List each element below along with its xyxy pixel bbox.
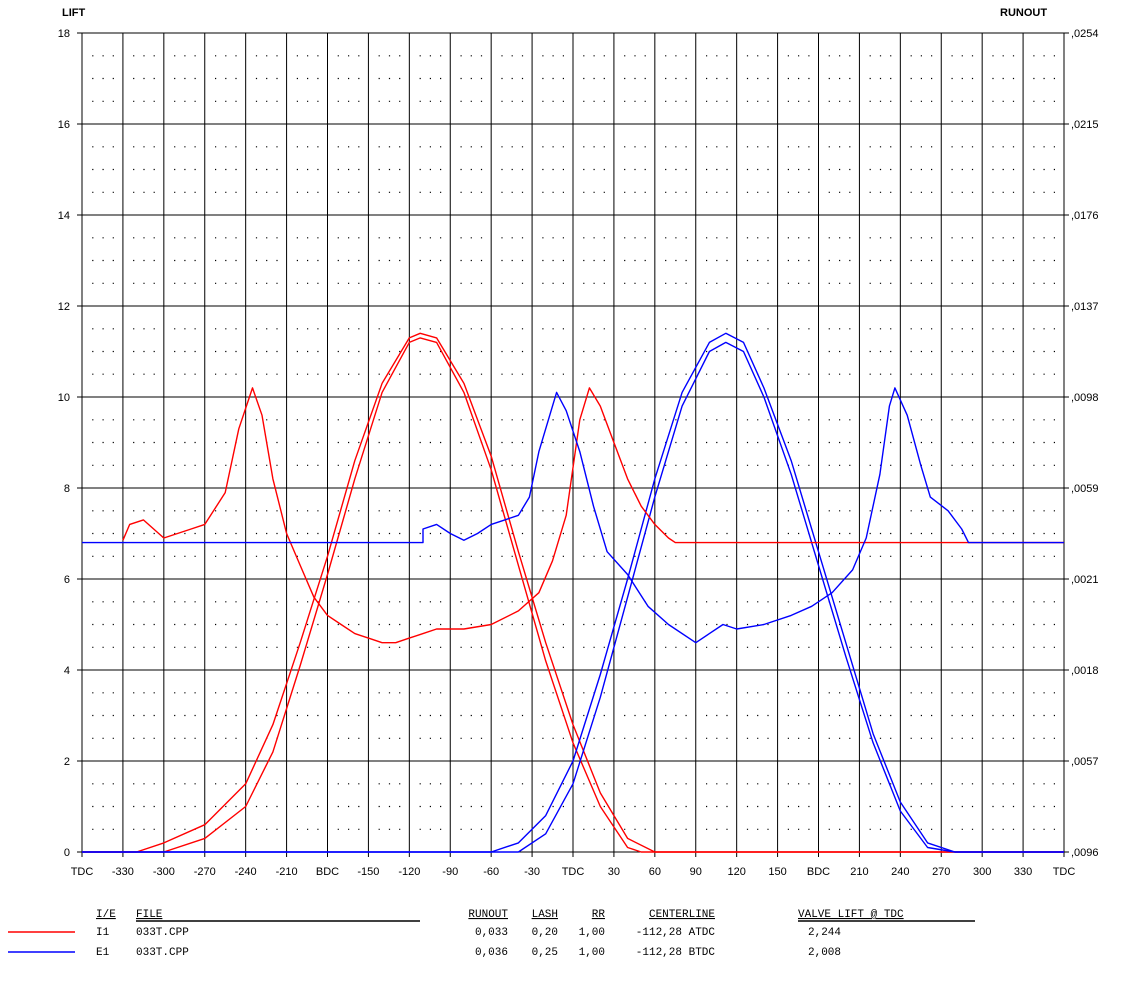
legend-header-lash: LASH [532,909,558,921]
x-tick-label: -30 [524,866,540,878]
left-axis-title: LIFT [62,7,85,19]
series-line-e1-lift [82,341,1064,853]
grid [77,32,1069,857]
minor-grid-dots [92,55,1055,830]
x-tick-label: -210 [276,866,298,878]
x-tick-label: 120 [727,866,745,878]
x-tick-label: 210 [850,866,868,878]
series-line-i1-lift [82,337,1064,853]
y-tick-label-left: 14 [58,210,70,222]
x-tick-label: -240 [235,866,257,878]
x-tick-label: BDC [807,866,830,878]
y-tick-label-right: ,0096 [1071,847,1099,859]
y-tick-label-left: 6 [64,574,70,586]
series-line-i1-lift [82,332,1064,853]
y-tick-label-left: 12 [58,301,70,313]
legend-cell-lash: 0,20 [532,927,558,939]
y-tick-label-right: ,0021 [1071,574,1099,586]
x-tick-label: TDC [1053,866,1076,878]
x-tick-label: 90 [690,866,702,878]
legend-cell-runout: 0,033 [475,927,508,939]
legend-cell-valve-lift: 2,244 [808,927,841,939]
legend-cell-valve-lift: 2,008 [808,947,841,959]
x-tick-label: 30 [608,866,620,878]
x-tick-label: -330 [112,866,134,878]
x-tick-label: 60 [649,866,661,878]
x-tick-label: 240 [891,866,909,878]
legend-cell-rr: 1,00 [579,927,605,939]
legend-cell-rr: 1,00 [579,947,605,959]
x-tick-label: -60 [483,866,499,878]
legend-cell-lash: 0,25 [532,947,558,959]
x-tick-label: 330 [1014,866,1032,878]
series-group [82,332,1064,853]
y-tick-label-right: ,0057 [1071,756,1099,768]
series-line-e1-runout [82,387,1064,644]
legend-header-valve-lift: VALVE LIFT @ TDC [798,909,904,921]
legend-header-runout: RUNOUT [468,909,508,921]
x-tick-label: -150 [357,866,379,878]
legend-cell-ie: I1 [96,927,110,939]
legend-cell-file: 033T.CPP [136,947,189,959]
legend-header-ie: I/E [96,909,116,921]
y-tick-label-left: 10 [58,392,70,404]
legend-cell-runout: 0,036 [475,947,508,959]
legend-cell-file: 033T.CPP [136,927,189,939]
legend-header-file: FILE [136,909,163,921]
legend-header-centerline: CENTERLINE [649,909,715,921]
legend-header-rr: RR [592,909,606,921]
x-tick-label: -270 [194,866,216,878]
y-tick-label-right: ,0098 [1071,392,1099,404]
y-tick-label-right: ,0176 [1071,210,1099,222]
x-tick-label: TDC [562,866,585,878]
y-tick-label-left: 18 [58,28,70,40]
x-tick-label: -120 [398,866,420,878]
series-line-i1-runout [122,387,1064,644]
legend-cell-centerline: -112,28 BTDC [636,947,716,959]
legend: I/E FILE RUNOUT LASH RR CENTERLINE VALVE LIFT … [8,909,975,959]
series-line-e1-lift [82,332,1064,853]
y-tick-label-left: 16 [58,119,70,131]
x-tick-label: 300 [973,866,991,878]
x-tick-label: -90 [442,866,458,878]
y-tick-label-right: ,0018 [1071,665,1099,677]
x-tick-label: 270 [932,866,950,878]
y-tick-label-right: ,0137 [1071,301,1099,313]
y-tick-label-right: ,0215 [1071,119,1099,131]
legend-cell-ie: E1 [96,947,110,959]
y-tick-label-left: 4 [64,665,70,677]
tick-labels: 0 2 4 6 8 10 12 14 16 18 ,0096 ,0057 ,0018 ,0021 ,0059… [58,28,1099,878]
y-tick-label-left: 0 [64,847,70,859]
y-tick-label-left: 8 [64,483,70,495]
y-tick-label-left: 2 [64,756,70,768]
y-tick-label-right: ,0254 [1071,28,1099,40]
x-tick-label: -300 [153,866,175,878]
x-tick-label: 150 [768,866,786,878]
x-tick-label: BDC [316,866,339,878]
y-tick-label-right: ,0059 [1071,483,1099,495]
right-axis-title: RUNOUT [1000,7,1047,19]
legend-cell-centerline: -112,28 ATDC [636,927,716,939]
x-tick-label: TDC [71,866,94,878]
